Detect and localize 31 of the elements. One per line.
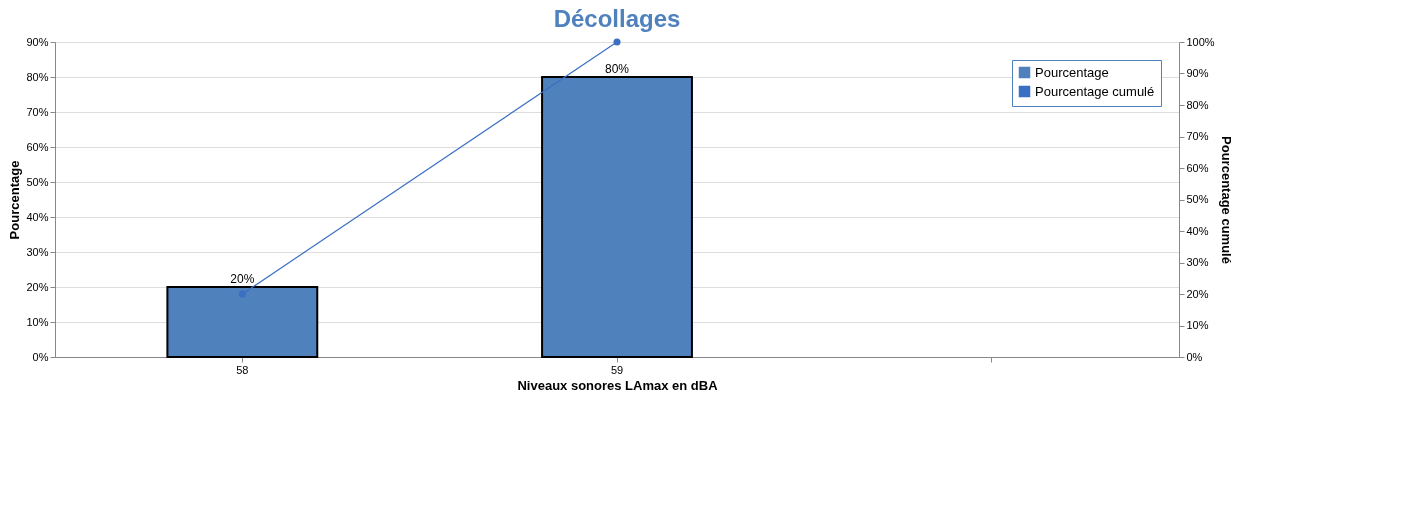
y-tick-label: 30%	[26, 245, 49, 258]
y2-tick-label: 30%	[1186, 256, 1209, 268]
y-tick-label: 90%	[26, 35, 49, 48]
data-label: 20%	[230, 272, 255, 286]
y-tick-label: 40%	[26, 210, 49, 223]
y-tick-label: 70%	[26, 105, 49, 118]
y2-tick-label: 50%	[1186, 193, 1209, 205]
y2-tick-label: 100%	[1186, 35, 1215, 48]
y2-tick-label: 10%	[1186, 319, 1209, 331]
y-axis-title: Pourcentage	[7, 160, 23, 240]
y2-tick-label: 90%	[1186, 67, 1209, 79]
chart-title: Décollages	[553, 5, 681, 32]
y2-tick-label: 60%	[1186, 161, 1209, 174]
y2-tick-label: 20%	[1186, 287, 1209, 300]
x-tick-label: 59	[610, 363, 624, 376]
y2-tick-label: 70%	[1186, 130, 1209, 142]
x-axis-title: Niveaux sonores LAmax en dBA	[517, 377, 719, 393]
data-label: 80%	[604, 62, 630, 76]
legend-label: Pourcentage	[1035, 64, 1109, 80]
y-tick-label: 60%	[26, 140, 49, 153]
y-tick-label: 10%	[26, 315, 49, 328]
y2-tick-label: 40%	[1186, 224, 1209, 237]
y2-axis-title: Pourcentage cumulé	[1218, 136, 1234, 264]
y2-tick-label: 80%	[1186, 98, 1209, 111]
y-tick-label: 80%	[26, 70, 49, 83]
x-tick-label: 58	[236, 363, 249, 376]
y-tick-label: 20%	[26, 280, 49, 293]
y-tick-label: 0%	[32, 350, 49, 363]
y2-tick-label: 0%	[1186, 350, 1203, 363]
y-tick-label: 50%	[26, 175, 49, 188]
legend-label: Pourcentage cumulé	[1035, 83, 1155, 99]
